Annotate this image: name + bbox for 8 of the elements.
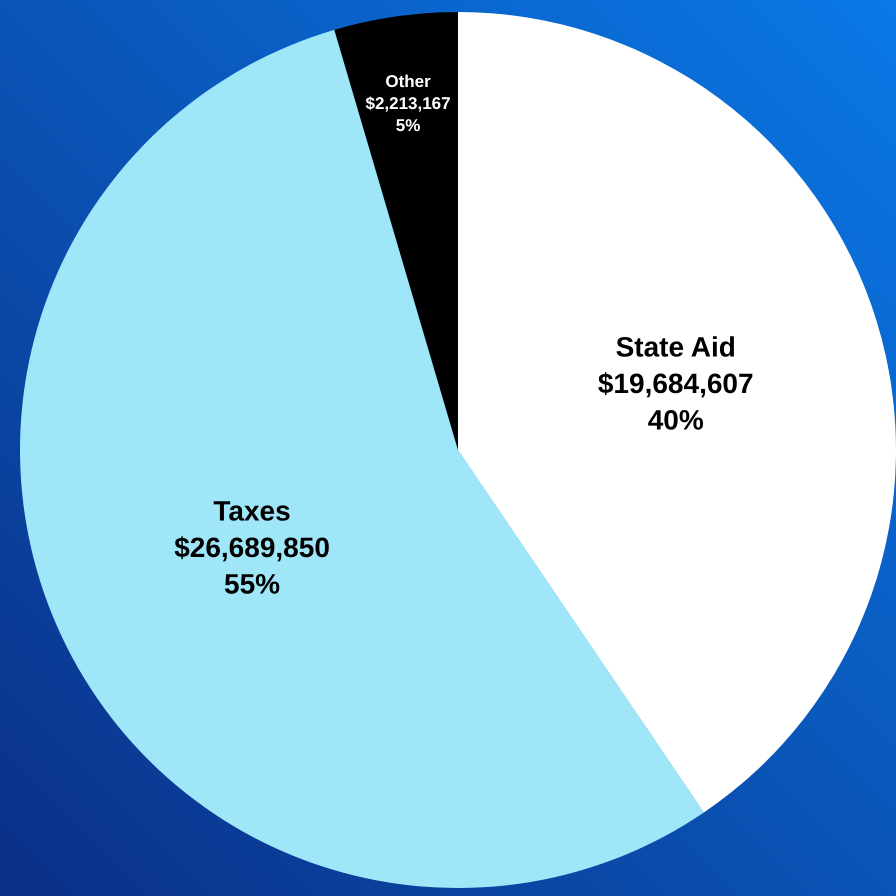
slice-label: State Aid — [616, 332, 736, 363]
slice-label: Taxes — [213, 496, 291, 527]
data-label: $2,213,167 5% — [365, 94, 451, 136]
pie-slice — [458, 12, 896, 812]
pie-slice — [334, 12, 458, 450]
data-label: $26,689,850 55% — [174, 532, 330, 600]
slice-label: Other — [385, 72, 432, 92]
data-label: $19,684,607 40% — [598, 368, 754, 436]
